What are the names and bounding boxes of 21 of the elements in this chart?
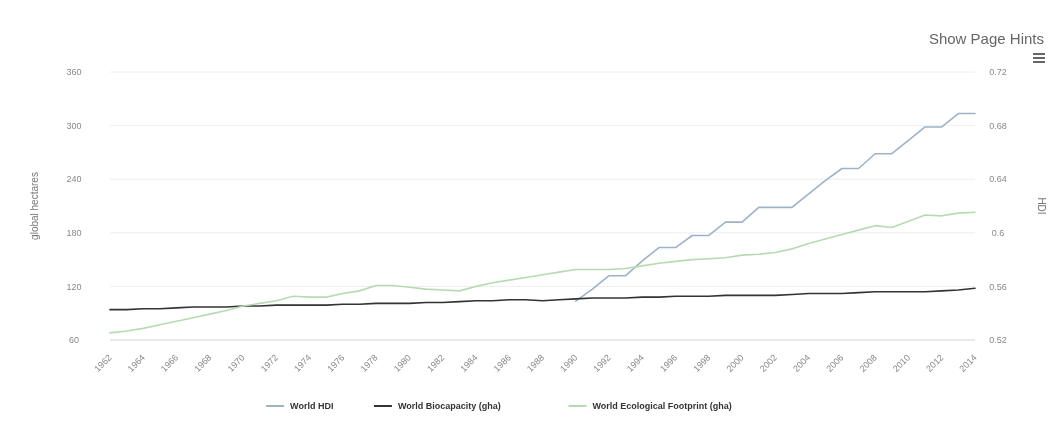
text: Show Page Hints xyxy=(928,30,1044,47)
y2-tick-label: 0.6 xyxy=(991,227,1005,238)
legend-label: World HDI xyxy=(290,401,334,412)
y-axis-title: global hectares xyxy=(29,172,40,240)
y-tick-label: 180 xyxy=(66,227,82,238)
y-tick-label: 60 xyxy=(68,335,80,346)
y2-tick-label: 0.52 xyxy=(989,335,1007,346)
y2-tick-label: 0.68 xyxy=(989,120,1007,131)
y-tick-label: 240 xyxy=(66,174,82,185)
y2-axis-title: HDI xyxy=(1036,197,1047,215)
line-series xyxy=(109,211,976,334)
y-tick-label: 360 xyxy=(66,67,82,78)
y2-tick-label: 0.72 xyxy=(989,67,1007,78)
y-tick-label: 300 xyxy=(66,120,82,131)
legend-label: World Biocapacity (gha) xyxy=(397,401,501,412)
y2-tick-label: 0.64 xyxy=(989,174,1007,185)
y-tick-label: 120 xyxy=(66,281,82,292)
legend-label: World Ecological Footprint (gha) xyxy=(592,401,732,412)
line-series xyxy=(109,287,976,311)
line-series xyxy=(574,112,976,302)
y2-tick-label: 0.56 xyxy=(989,281,1007,292)
